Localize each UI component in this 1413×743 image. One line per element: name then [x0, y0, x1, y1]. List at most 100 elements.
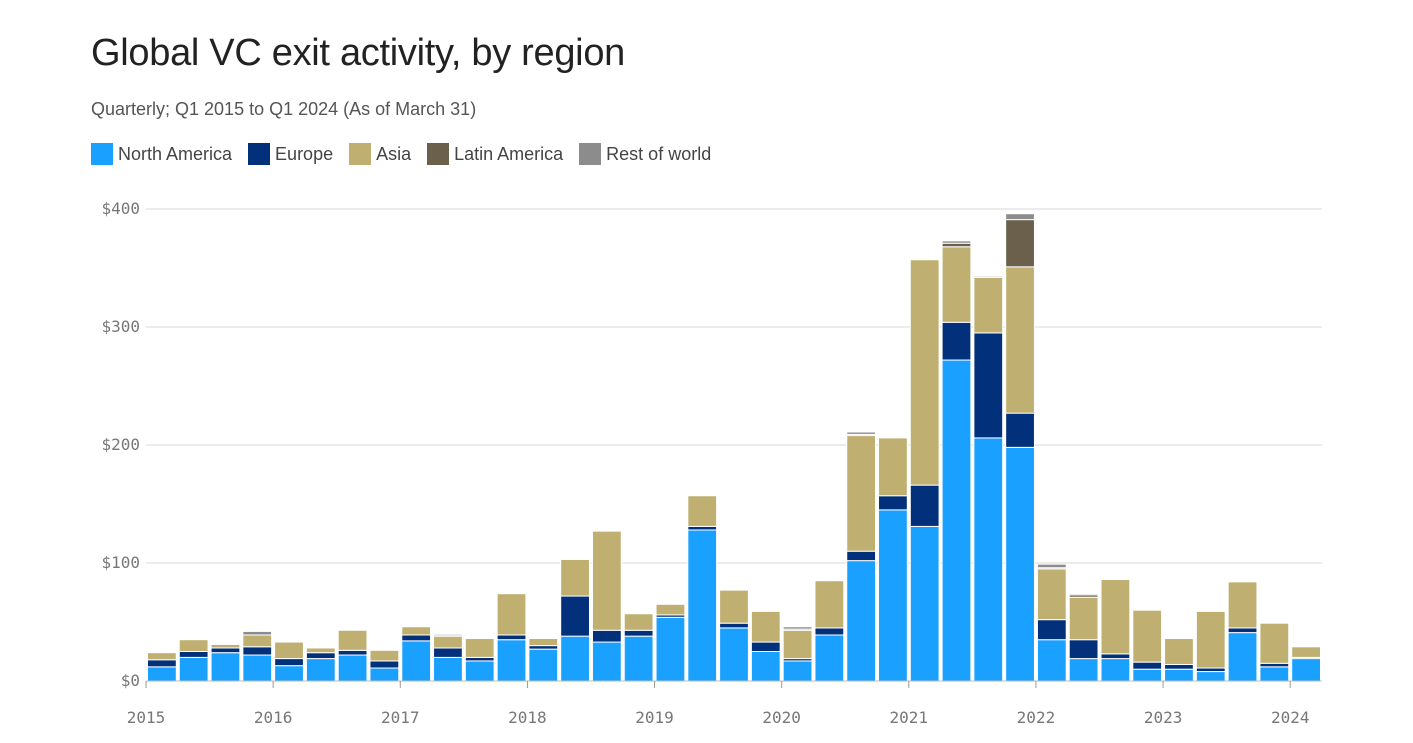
bar-segment-europe[interactable] [1259, 662, 1290, 668]
bar-segment-europe[interactable] [1100, 653, 1131, 660]
bar-segment-europe[interactable] [973, 332, 1004, 439]
bar-segment-europe[interactable] [1132, 661, 1163, 670]
bar-segment-asia[interactable] [878, 437, 908, 497]
bar-segment-asia[interactable] [687, 495, 718, 527]
bar-segment-asia[interactable] [1164, 638, 1194, 665]
bar-segment-north-america[interactable] [1195, 671, 1226, 682]
bar-segment-north-america[interactable] [305, 658, 336, 682]
bar-segment-asia[interactable] [846, 435, 877, 552]
bar-segment-europe[interactable] [178, 651, 209, 658]
bar-segment-europe[interactable] [719, 622, 749, 629]
bar-segment-north-america[interactable] [1164, 668, 1194, 682]
bar-segment-asia[interactable] [1100, 579, 1131, 655]
bar-segment-north-america[interactable] [814, 634, 845, 682]
bar-segment-asia[interactable] [814, 580, 845, 629]
bar-segment-north-america[interactable] [1100, 658, 1131, 682]
bar-segment-rest-of-world[interactable] [433, 633, 463, 636]
bar-segment-rest-of-world[interactable] [1036, 563, 1067, 569]
bar-segment-rest-of-world[interactable] [242, 630, 273, 636]
bar-segment-asia[interactable] [1259, 622, 1290, 664]
bar-segment-north-america[interactable] [496, 639, 527, 682]
bar-segment-asia[interactable] [623, 613, 654, 631]
bar-segment-north-america[interactable] [1291, 658, 1321, 682]
bar-segment-asia[interactable] [464, 638, 495, 658]
bar-segment-europe[interactable] [878, 495, 908, 511]
bar-segment-asia[interactable] [1195, 610, 1226, 669]
bar-segment-north-america[interactable] [1036, 639, 1067, 682]
bar-segment-north-america[interactable] [909, 525, 940, 682]
bar-segment-north-america[interactable] [1227, 632, 1258, 682]
bar-segment-europe[interactable] [1005, 412, 1035, 448]
bar-segment-rest-of-world[interactable] [1005, 213, 1035, 221]
bar-segment-rest-of-world[interactable] [1068, 593, 1099, 596]
bar-segment-asia[interactable] [973, 276, 1004, 334]
bar-segment-north-america[interactable] [591, 641, 622, 682]
bar-segment-north-america[interactable] [528, 648, 559, 682]
bar-segment-asia[interactable] [1036, 568, 1067, 621]
bar-segment-asia[interactable] [433, 635, 463, 649]
bar-segment-rest-of-world[interactable] [782, 626, 813, 630]
bar-segment-europe[interactable] [528, 645, 559, 650]
bar-segment-asia[interactable] [528, 638, 559, 647]
bar-segment-latin-america[interactable] [941, 242, 972, 248]
bar-segment-europe[interactable] [242, 646, 273, 656]
bar-segment-europe[interactable] [909, 484, 940, 527]
bar-segment-north-america[interactable] [242, 654, 273, 682]
bar-segment-europe[interactable] [623, 629, 654, 637]
bar-segment-asia[interactable] [1005, 266, 1035, 414]
bar-segment-north-america[interactable] [782, 660, 813, 682]
bar-segment-asia[interactable] [655, 603, 686, 616]
bar-segment-north-america[interactable] [337, 654, 368, 682]
bar-segment-europe[interactable] [274, 658, 304, 667]
bar-segment-north-america[interactable] [433, 656, 463, 682]
bar-segment-north-america[interactable] [464, 660, 495, 682]
bar-segment-europe[interactable] [560, 595, 590, 637]
bar-segment-asia[interactable] [719, 589, 749, 624]
bar-segment-asia[interactable] [782, 629, 813, 660]
bar-segment-asia[interactable] [941, 246, 972, 323]
bar-segment-north-america[interactable] [178, 656, 209, 682]
bar-segment-asia[interactable] [401, 626, 432, 636]
bar-segment-asia[interactable] [274, 641, 304, 660]
bar-segment-north-america[interactable] [941, 359, 972, 682]
bar-segment-rest-of-world[interactable] [846, 431, 877, 435]
bar-segment-latin-america[interactable] [1005, 219, 1035, 268]
bar-segment-europe[interactable] [814, 627, 845, 636]
bar-segment-asia[interactable] [1227, 581, 1258, 629]
bar-segment-north-america[interactable] [1005, 446, 1035, 682]
bar-segment-north-america[interactable] [1132, 668, 1163, 682]
bar-segment-north-america[interactable] [274, 665, 304, 682]
bar-segment-asia[interactable] [210, 643, 241, 649]
bar-segment-europe[interactable] [750, 641, 781, 652]
bar-segment-north-america[interactable] [1259, 666, 1290, 682]
bar-segment-north-america[interactable] [687, 529, 718, 682]
bar-segment-north-america[interactable] [750, 651, 781, 682]
bar-segment-north-america[interactable] [147, 666, 177, 682]
bar-segment-rest-of-world[interactable] [973, 275, 1004, 278]
bar-segment-north-america[interactable] [846, 560, 877, 682]
bar-segment-asia[interactable] [1132, 609, 1163, 663]
bar-segment-asia[interactable] [591, 530, 622, 631]
bar-segment-north-america[interactable] [560, 635, 590, 682]
bar-segment-europe[interactable] [464, 656, 495, 662]
bar-segment-europe[interactable] [305, 652, 336, 660]
bar-segment-europe[interactable] [433, 647, 463, 658]
bar-segment-north-america[interactable] [401, 640, 432, 682]
bar-segment-europe[interactable] [210, 647, 241, 654]
bar-segment-europe[interactable] [369, 660, 400, 669]
bar-segment-asia[interactable] [496, 593, 527, 636]
bar-segment-europe[interactable] [941, 321, 972, 361]
bar-segment-europe[interactable] [496, 634, 527, 641]
bar-segment-rest-of-world[interactable] [941, 240, 972, 244]
bar-segment-europe[interactable] [1068, 639, 1099, 660]
bar-segment-europe[interactable] [591, 629, 622, 643]
bar-segment-europe[interactable] [1036, 619, 1067, 641]
bar-segment-europe[interactable] [846, 550, 877, 562]
bar-segment-north-america[interactable] [878, 509, 908, 682]
bar-segment-north-america[interactable] [369, 667, 400, 682]
bar-segment-north-america[interactable] [719, 627, 749, 682]
bar-segment-europe[interactable] [337, 649, 368, 656]
bar-segment-asia[interactable] [909, 259, 940, 486]
bar-segment-europe[interactable] [687, 525, 718, 531]
bar-segment-asia[interactable] [178, 639, 209, 653]
